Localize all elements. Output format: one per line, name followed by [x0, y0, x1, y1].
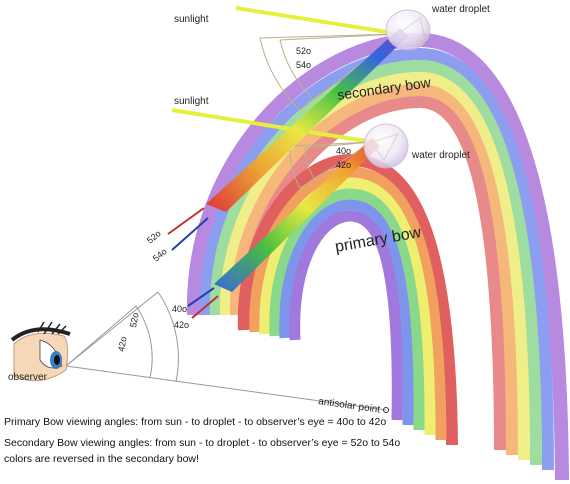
- antisolar-point-label: antisolar point: [318, 396, 381, 416]
- angle-label-left-52: 52o: [145, 228, 163, 245]
- angle-label-eye-52: 52o: [128, 312, 140, 329]
- angle-label-low-40: 40o: [172, 304, 187, 314]
- angle-label-left-54: 54o: [151, 246, 169, 263]
- ray-blue-54: [171, 217, 209, 251]
- angle-label-top-54: 54o: [296, 60, 311, 70]
- angle-label-eye-42: 42o: [116, 336, 128, 353]
- caption-primary: Primary Bow viewing angles: from sun - t…: [4, 416, 387, 428]
- dispersed-beam-primary: [214, 138, 380, 292]
- observer-eye-icon: [10, 321, 71, 382]
- caption-secondary: Secondary Bow viewing angles: from sun -…: [4, 437, 401, 449]
- caption-note: colors are reversed in the secondary bow…: [4, 453, 199, 465]
- angle-wedge-mid-inner: [304, 141, 373, 181]
- water-droplet-mid: [363, 123, 409, 169]
- water-droplet-label-mid: water droplet: [411, 150, 470, 161]
- angle-label-top-52: 52o: [296, 46, 311, 56]
- water-droplet-top: [385, 9, 431, 51]
- angle-wedge-top-inner: [279, 33, 401, 99]
- antisolar-point-marker: [383, 407, 389, 413]
- observer-angles: [65, 291, 387, 411]
- sunlight-label-mid: sunlight: [174, 96, 209, 107]
- ray-red-52: [167, 207, 205, 235]
- ray-blue-40: [187, 287, 215, 307]
- angle-label-mid-40: 40o: [336, 146, 351, 156]
- observer-label: observer: [8, 372, 48, 383]
- sunlight-beam-mid: [171, 108, 373, 144]
- water-droplet-label-top: water droplet: [431, 4, 490, 15]
- angle-label-low-42: 42o: [174, 320, 189, 330]
- angle-label-mid-42: 42o: [336, 160, 351, 170]
- dispersed-beam-secondary: [206, 28, 408, 212]
- sunlight-label-top: sunlight: [174, 14, 209, 25]
- sunlight-beam-top: [235, 6, 401, 36]
- angle-wedge-top: [259, 33, 402, 111]
- ray-red-42: [191, 295, 219, 319]
